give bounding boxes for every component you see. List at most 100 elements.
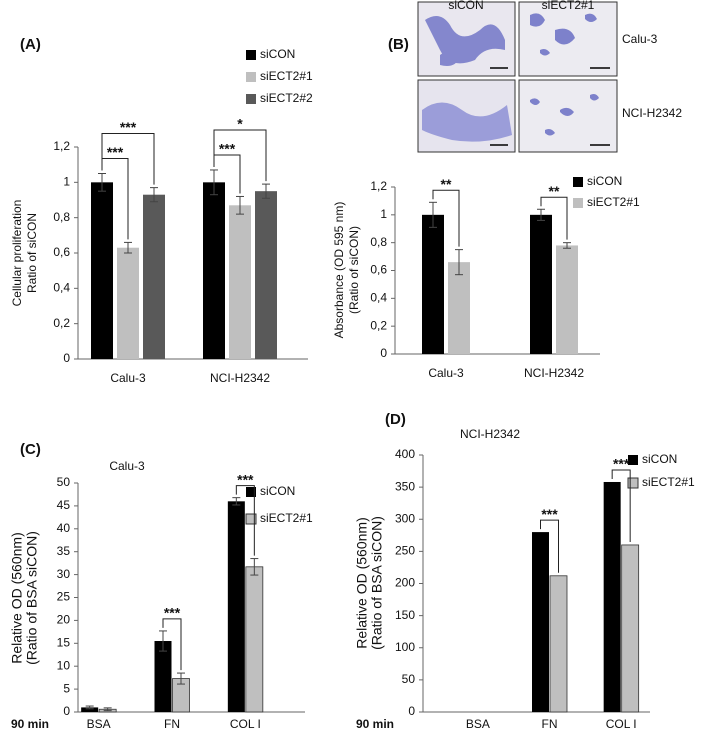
significance-label: *** [613, 456, 630, 472]
x-tick-label: NCI-H2342 [524, 366, 584, 380]
y-tick-label: 1 [380, 207, 387, 221]
y-tick-label: 0 [63, 351, 70, 365]
legend-label: siCON [260, 47, 295, 61]
bar [549, 575, 568, 713]
y-tick-label: 45 [57, 498, 71, 512]
row-label: 90 min [11, 717, 49, 731]
significance-label: *** [219, 141, 236, 157]
legend-label: siECT2#1 [642, 475, 695, 489]
bar [117, 247, 139, 359]
bar [448, 262, 470, 354]
y-tick-label: 0,2 [53, 316, 70, 330]
y-tick-label: 40 [57, 521, 71, 535]
bar [81, 707, 99, 712]
y-tick-label: 0,6 [370, 263, 387, 277]
legend-swatch [628, 455, 638, 465]
legend-swatch [246, 487, 256, 497]
bar [203, 182, 225, 359]
y-tick-label: 350 [395, 479, 415, 493]
y-axis-label: Relative OD (560nm) [9, 532, 25, 664]
y-tick-label: 200 [395, 576, 415, 590]
significance-bracket [101, 133, 155, 185]
y-tick-label: 1,2 [370, 179, 387, 193]
bar [621, 544, 640, 713]
x-tick-label: Calu-3 [110, 371, 146, 385]
bar [229, 205, 251, 359]
y-tick-label: 15 [57, 635, 71, 649]
chart-title: Calu-3 [109, 459, 145, 473]
y-tick-label: 150 [395, 608, 415, 622]
bar [255, 191, 277, 359]
panel-label: (B) [388, 36, 409, 53]
y-axis-label: Cellular proliferation [10, 200, 24, 307]
significance-bracket [235, 485, 255, 556]
y-axis-label: Absorbance (OD 595 nm) [332, 202, 346, 339]
micrographs: siCON siECT2#1 Calu-3 NCI-H2342 [417, 0, 682, 153]
bar [91, 182, 113, 359]
significance-label: *** [120, 119, 137, 135]
y-tick-label: 300 [395, 511, 415, 525]
chart-title: NCI-H2342 [460, 427, 520, 441]
significance-bracket [611, 469, 631, 542]
significance-label: *** [107, 144, 124, 160]
x-tick-label: Calu-3 [428, 366, 464, 380]
bar [422, 214, 444, 354]
y-tick-label: 5 [63, 681, 70, 695]
y-tick-label: 0 [63, 704, 70, 718]
legend-label: siECT2#1 [587, 195, 640, 209]
y-tick-label: 400 [395, 447, 415, 461]
legend-label: siECT2#2 [260, 91, 313, 105]
significance-bracket [213, 154, 241, 194]
significance-label: *** [237, 471, 254, 487]
cells [530, 94, 599, 136]
x-tick-label: BSA [87, 717, 111, 731]
y-tick-label: 0,8 [370, 235, 387, 249]
image-column-label: siCON [448, 0, 483, 12]
y-axis-label: (Ratio of siCON) [347, 226, 361, 314]
y-tick-label: 20 [57, 613, 71, 627]
panel-label: (D) [385, 411, 406, 428]
legend-label: siCON [260, 484, 295, 498]
row-label: 90 min [356, 717, 394, 731]
legend-swatch [246, 94, 256, 104]
panel-label: (A) [20, 36, 41, 53]
cells [425, 16, 505, 66]
bar [227, 501, 245, 712]
y-tick-label: 0 [408, 704, 415, 718]
bar [556, 245, 578, 354]
x-tick-label: BSA [466, 717, 490, 731]
significance-bracket [213, 129, 267, 182]
bar [530, 214, 552, 354]
significance-bracket [162, 618, 182, 671]
bar [532, 532, 549, 712]
y-axis-label: Relative OD (560nm) [354, 517, 370, 649]
legend-swatch [245, 513, 257, 525]
y-tick-label: 50 [57, 475, 71, 489]
y-tick-label: 0 [380, 346, 387, 360]
significance-bracket [540, 519, 559, 573]
y-axis-label: (Ratio of BSA siCON) [24, 531, 40, 665]
y-tick-label: 250 [395, 544, 415, 558]
y-tick-label: 50 [402, 672, 416, 686]
legend-label: siECT2#1 [260, 69, 313, 83]
significance-label: ** [549, 183, 560, 199]
image-row-label: NCI-H2342 [622, 106, 682, 120]
bar [154, 641, 172, 712]
y-tick-label: 35 [57, 544, 71, 558]
y-tick-label: 0,2 [370, 318, 387, 332]
legend-label: siCON [587, 174, 622, 188]
x-tick-label: NCI-H2342 [210, 371, 270, 385]
image-column-label: siECT2#1 [542, 0, 595, 12]
bar [603, 481, 621, 712]
significance-bracket [432, 189, 460, 247]
legend-swatch [627, 477, 639, 489]
y-tick-label: 1,2 [53, 139, 70, 153]
image [518, 79, 618, 153]
y-tick-label: 25 [57, 590, 71, 604]
y-tick-label: 0,4 [370, 291, 387, 305]
y-tick-label: 100 [395, 640, 415, 654]
x-tick-label: COL I [230, 717, 261, 731]
x-tick-label: FN [542, 717, 558, 731]
significance-bracket [101, 158, 129, 240]
